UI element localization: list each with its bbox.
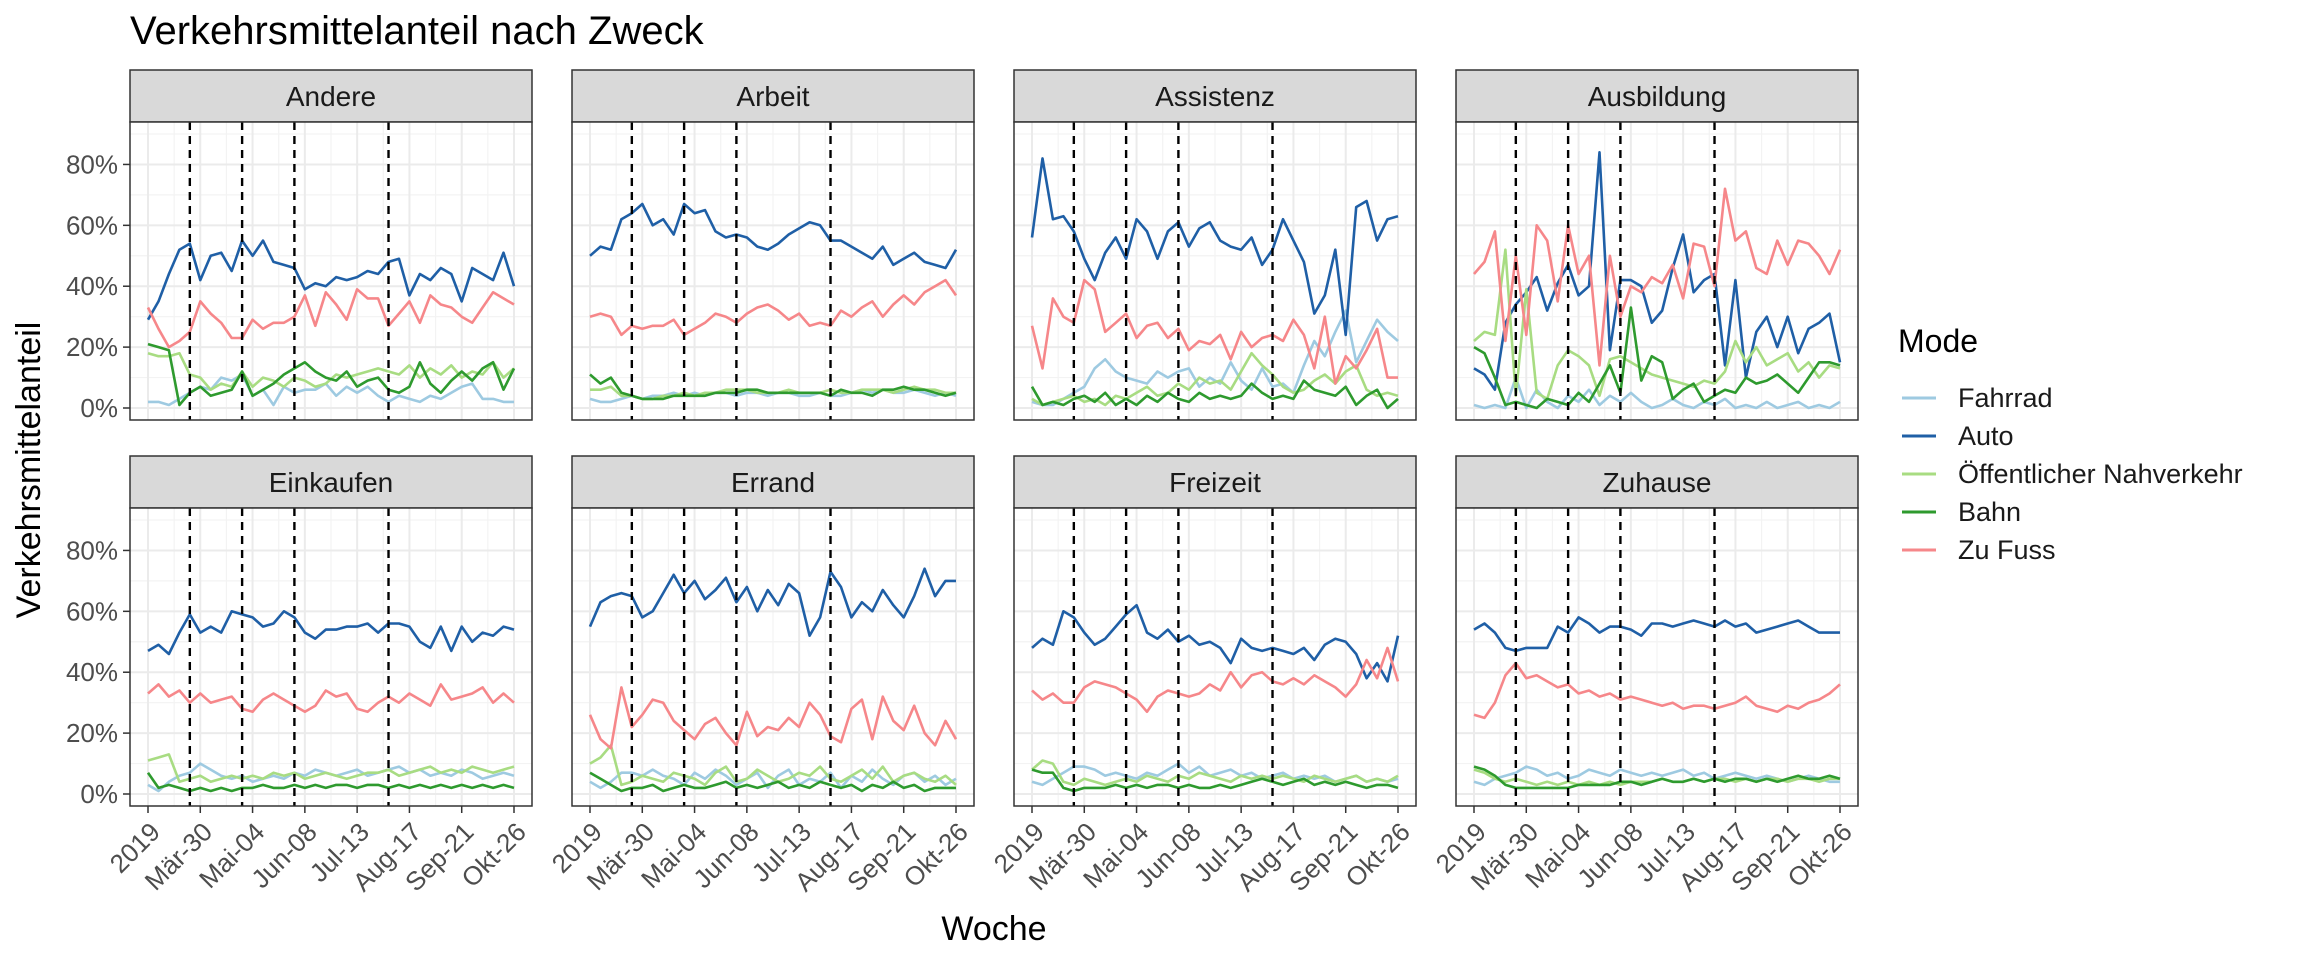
facet-panel: Einkaufen0%20%40%60%80%2019Mär-30Mai-04J… [66, 455, 533, 897]
facet-panel: Ausbildung [1455, 69, 1859, 421]
legend: Mode Fahrrad Auto Öffentlicher Nahverkehr B… [1898, 323, 2243, 565]
facet-strip-label: Errand [731, 467, 815, 498]
y-tick-label: 0% [80, 393, 118, 423]
y-tick-label: 20% [66, 718, 118, 748]
y-tick-label: 0% [80, 779, 118, 809]
facet-panel: Assistenz [1013, 69, 1417, 421]
series-line-auto [588, 567, 956, 638]
series-line-fahrrad [1473, 376, 1841, 410]
legend-label: Fahrrad [1958, 383, 2053, 413]
legend-label: Öffentlicher Nahverkehr [1958, 459, 2243, 489]
panel-border [1013, 507, 1417, 807]
legend-label: Auto [1958, 421, 2014, 451]
series-line-zu-fuss [147, 683, 515, 714]
x-axis-title: Woche [941, 910, 1046, 948]
series-line--ffentlicher-nahverkehr [1473, 248, 1841, 401]
y-tick-label: 40% [66, 271, 118, 301]
series-line-bahn [589, 373, 957, 401]
facet-strip-label: Einkaufen [269, 467, 394, 498]
series-line-zu-fuss [146, 287, 515, 349]
series-line-auto [1473, 151, 1842, 392]
series-line-auto [1030, 157, 1399, 337]
legend-label: Bahn [1958, 497, 2021, 527]
y-tick-label: 60% [66, 210, 118, 240]
facet-strip-label: Freizeit [1169, 467, 1261, 498]
series-line-bahn [146, 771, 515, 793]
facet-panel: Errand2019Mär-30Mai-04Jun-08Jul-13Aug-17… [546, 455, 975, 897]
legend-title: Mode [1898, 323, 1978, 359]
facet-panel: Zuhause2019Mär-30Mai-04Jun-08Jul-13Aug-1… [1430, 455, 1859, 897]
facet-panel: Freizeit2019Mär-30Mai-04Jun-08Jul-13Aug-… [988, 455, 1417, 897]
series-line-auto [589, 202, 958, 270]
series-line-zu-fuss [1030, 278, 1398, 385]
series-line-bahn [1031, 768, 1399, 793]
panel-border [129, 121, 533, 421]
facet-strip [1013, 69, 1417, 123]
y-tick-label: 20% [66, 332, 118, 362]
panel-border [571, 121, 975, 421]
series-line--ffentlicher-nahverkehr [589, 743, 957, 787]
facet-strip-label: Ausbildung [1588, 81, 1727, 112]
legend-label: Zu Fuss [1958, 535, 2056, 565]
facet-panel: Andere 0% 20% 40% 60% 80% [66, 69, 533, 423]
panel-border [1455, 121, 1859, 421]
y-tick-label: 60% [66, 596, 118, 626]
series-line-zu-fuss [1473, 661, 1841, 720]
series-line-zu-fuss [589, 278, 958, 337]
facet-strip [571, 69, 975, 123]
series-line-auto [146, 239, 516, 321]
facet-panels: Andere 0% 20% 40% 60% 80% Arbeit Assistenz Ausbi… [66, 69, 1859, 897]
y-tick-label: 80% [66, 149, 118, 179]
panel-border [1013, 121, 1417, 421]
series-line-bahn [1473, 765, 1841, 790]
chart-title: Verkehrsmittelanteil nach Zweck [130, 9, 705, 53]
series-line-fahrrad [1031, 309, 1399, 407]
series-line-bahn [147, 342, 516, 407]
series-line-auto [1473, 616, 1840, 653]
panel-border [129, 507, 533, 807]
series-line-bahn [1030, 379, 1399, 410]
series-line-zu-fuss [588, 686, 958, 750]
facet-panel: Arbeit [571, 69, 975, 421]
y-axis-title: Verkehrsmittelanteil [10, 322, 48, 619]
facet-strip-label: Zuhause [1603, 467, 1712, 498]
series-line-bahn [1473, 306, 1841, 410]
facet-strip [571, 455, 975, 509]
panel-border [1455, 507, 1859, 807]
series-line--ffentlicher-nahverkehr [147, 753, 515, 784]
series-line-auto [1031, 603, 1400, 683]
series-line--ffentlicher-nahverkehr [1031, 759, 1399, 787]
facet-strip-label: Assistenz [1155, 81, 1275, 112]
series-line-bahn [589, 771, 956, 793]
facet-strip [1455, 455, 1859, 509]
facet-strip [129, 69, 533, 123]
y-tick-label: 80% [66, 535, 118, 565]
series-line-auto [147, 609, 515, 656]
series-line-zu-fuss [1031, 646, 1400, 714]
facet-strip-label: Andere [286, 81, 376, 112]
panel-border [571, 507, 975, 807]
series-line-zu-fuss [1473, 187, 1842, 367]
y-tick-label: 40% [66, 657, 118, 687]
facet-strip-label: Arbeit [736, 81, 809, 112]
